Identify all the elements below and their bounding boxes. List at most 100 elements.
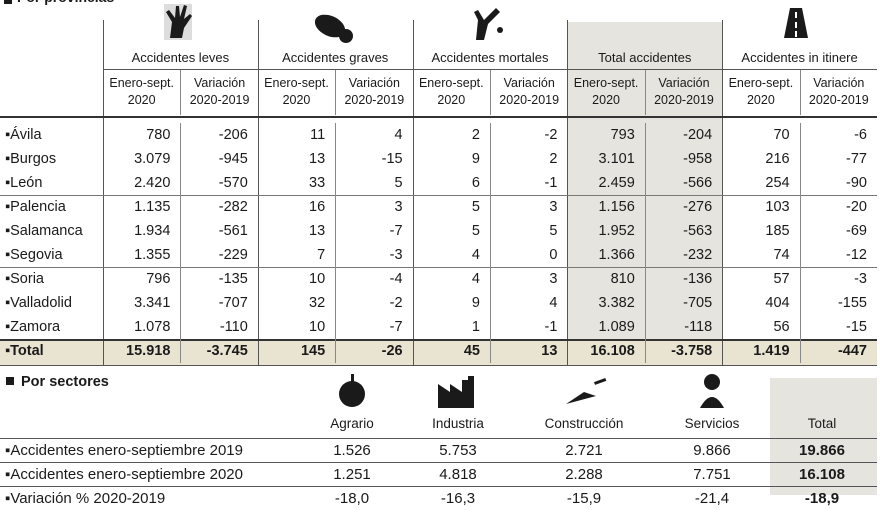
province-name: Soria bbox=[10, 271, 44, 287]
cell: 74 bbox=[773, 247, 790, 263]
section-title: Por sectores bbox=[21, 374, 109, 390]
cell: 1.156 bbox=[598, 199, 635, 215]
bullet: ▪ bbox=[5, 223, 11, 239]
cell: -4 bbox=[335, 267, 412, 291]
cell: 16.108 bbox=[799, 465, 845, 483]
row-label: ▪ Accidentes enero-septiembre 2019 bbox=[0, 438, 320, 462]
cell: 810 bbox=[610, 271, 635, 287]
icon-itinere bbox=[784, 8, 808, 38]
row-label: ▪ Palencia bbox=[0, 195, 103, 219]
cell: 4.818 bbox=[439, 465, 477, 483]
cell: -3 bbox=[799, 267, 877, 291]
row-rule bbox=[0, 486, 877, 487]
sector-row-name: Accidentes enero-septiembre 2019 bbox=[10, 441, 243, 459]
cell: -118 bbox=[644, 315, 722, 339]
cell: 3 bbox=[490, 195, 567, 219]
column-header: Industria bbox=[432, 415, 484, 431]
row-label: ▪ Ávila bbox=[0, 123, 103, 147]
cell: 19.866 bbox=[799, 441, 845, 459]
subheader: Enero-sept. 2020 bbox=[418, 76, 484, 107]
icon-leves bbox=[164, 4, 192, 40]
bullet: ▪ bbox=[5, 247, 11, 263]
cell: 5 bbox=[490, 219, 567, 243]
cell: -3 bbox=[335, 243, 412, 267]
cell: -7 bbox=[335, 315, 412, 339]
cell: -77 bbox=[799, 147, 877, 171]
cell: 2.721 bbox=[565, 441, 603, 459]
icon-industria bbox=[438, 376, 474, 408]
cell: -7 bbox=[335, 219, 412, 243]
cell: -26 bbox=[335, 339, 412, 363]
cell: -566 bbox=[644, 171, 722, 195]
bullet: ▪ bbox=[5, 199, 11, 215]
bullet: ▪ bbox=[5, 319, 11, 335]
subheader: Variación 2020-2019 bbox=[644, 69, 722, 115]
cell: 1.419 bbox=[753, 343, 790, 359]
cell: 796 bbox=[146, 271, 171, 287]
cell: -2 bbox=[490, 123, 567, 147]
group-divider bbox=[567, 20, 569, 365]
cell: 1.526 bbox=[333, 441, 371, 459]
cell: 145 bbox=[300, 343, 326, 359]
row-label: ▪ León bbox=[0, 171, 103, 195]
group-divider bbox=[103, 20, 104, 365]
bullet: ▪ bbox=[5, 271, 11, 287]
icon-servicios bbox=[700, 374, 724, 408]
subheader: Enero-sept. 2020 bbox=[264, 76, 329, 107]
cell: 793 bbox=[610, 127, 635, 143]
group-header: Accidentes graves bbox=[282, 49, 389, 65]
cell: 185 bbox=[765, 223, 790, 239]
cell: 5 bbox=[471, 223, 480, 239]
cell: 33 bbox=[309, 175, 326, 191]
row-label: ▪ Accidentes enero-septiembre 2020 bbox=[0, 462, 320, 486]
cell: 4 bbox=[490, 291, 567, 315]
cell: -447 bbox=[799, 339, 877, 363]
cell: 9 bbox=[471, 151, 480, 167]
cell: 13 bbox=[309, 151, 326, 167]
cell: 4 bbox=[471, 247, 480, 263]
row-rule bbox=[0, 339, 877, 341]
cell: 11 bbox=[310, 127, 326, 143]
cell: 2 bbox=[490, 147, 567, 171]
cell: 216 bbox=[765, 151, 790, 167]
row-label: ▪ Zamora bbox=[0, 315, 103, 339]
subheader: Enero-sept. 2020 bbox=[109, 76, 174, 107]
cell: 5.753 bbox=[439, 441, 477, 459]
cell: -3.758 bbox=[644, 339, 722, 363]
cell: -6 bbox=[799, 123, 877, 147]
section-marker bbox=[6, 377, 14, 385]
header-rule bbox=[103, 69, 877, 70]
cell: 16 bbox=[309, 199, 326, 215]
subheader: Variación 2020-2019 bbox=[799, 69, 877, 115]
province-name: Zamora bbox=[10, 319, 61, 335]
cell: 10 bbox=[309, 319, 326, 335]
group-header: Total accidentes bbox=[598, 49, 692, 65]
cell: 3 bbox=[335, 195, 412, 219]
cell: -561 bbox=[180, 219, 257, 243]
cell: 2.459 bbox=[598, 175, 635, 191]
cell: 1.251 bbox=[333, 465, 371, 483]
cell: 9 bbox=[471, 295, 480, 311]
bullet: ▪ bbox=[5, 151, 11, 167]
cell: 56 bbox=[773, 319, 790, 335]
group-divider bbox=[412, 20, 414, 365]
cell: 2.288 bbox=[565, 465, 603, 483]
cell: 7 bbox=[317, 247, 326, 263]
cell: 1.934 bbox=[134, 223, 171, 239]
group-header: Accidentes in itinere bbox=[741, 49, 858, 65]
province-name: Segovia bbox=[10, 247, 63, 263]
cell: 1 bbox=[471, 319, 480, 335]
bullet: ▪ bbox=[5, 295, 11, 311]
group-divider bbox=[257, 20, 259, 365]
row-rule bbox=[0, 462, 877, 463]
cell: -958 bbox=[644, 147, 722, 171]
cell: 0 bbox=[490, 243, 567, 267]
cell: 45 bbox=[463, 343, 480, 359]
cell: -276 bbox=[644, 195, 722, 219]
cell: -135 bbox=[180, 267, 257, 291]
cell: 15.918 bbox=[126, 343, 171, 359]
cell: -563 bbox=[644, 219, 722, 243]
column-header: Agrario bbox=[330, 415, 374, 431]
cell: -570 bbox=[180, 171, 257, 195]
cell: 3.101 bbox=[598, 151, 635, 167]
